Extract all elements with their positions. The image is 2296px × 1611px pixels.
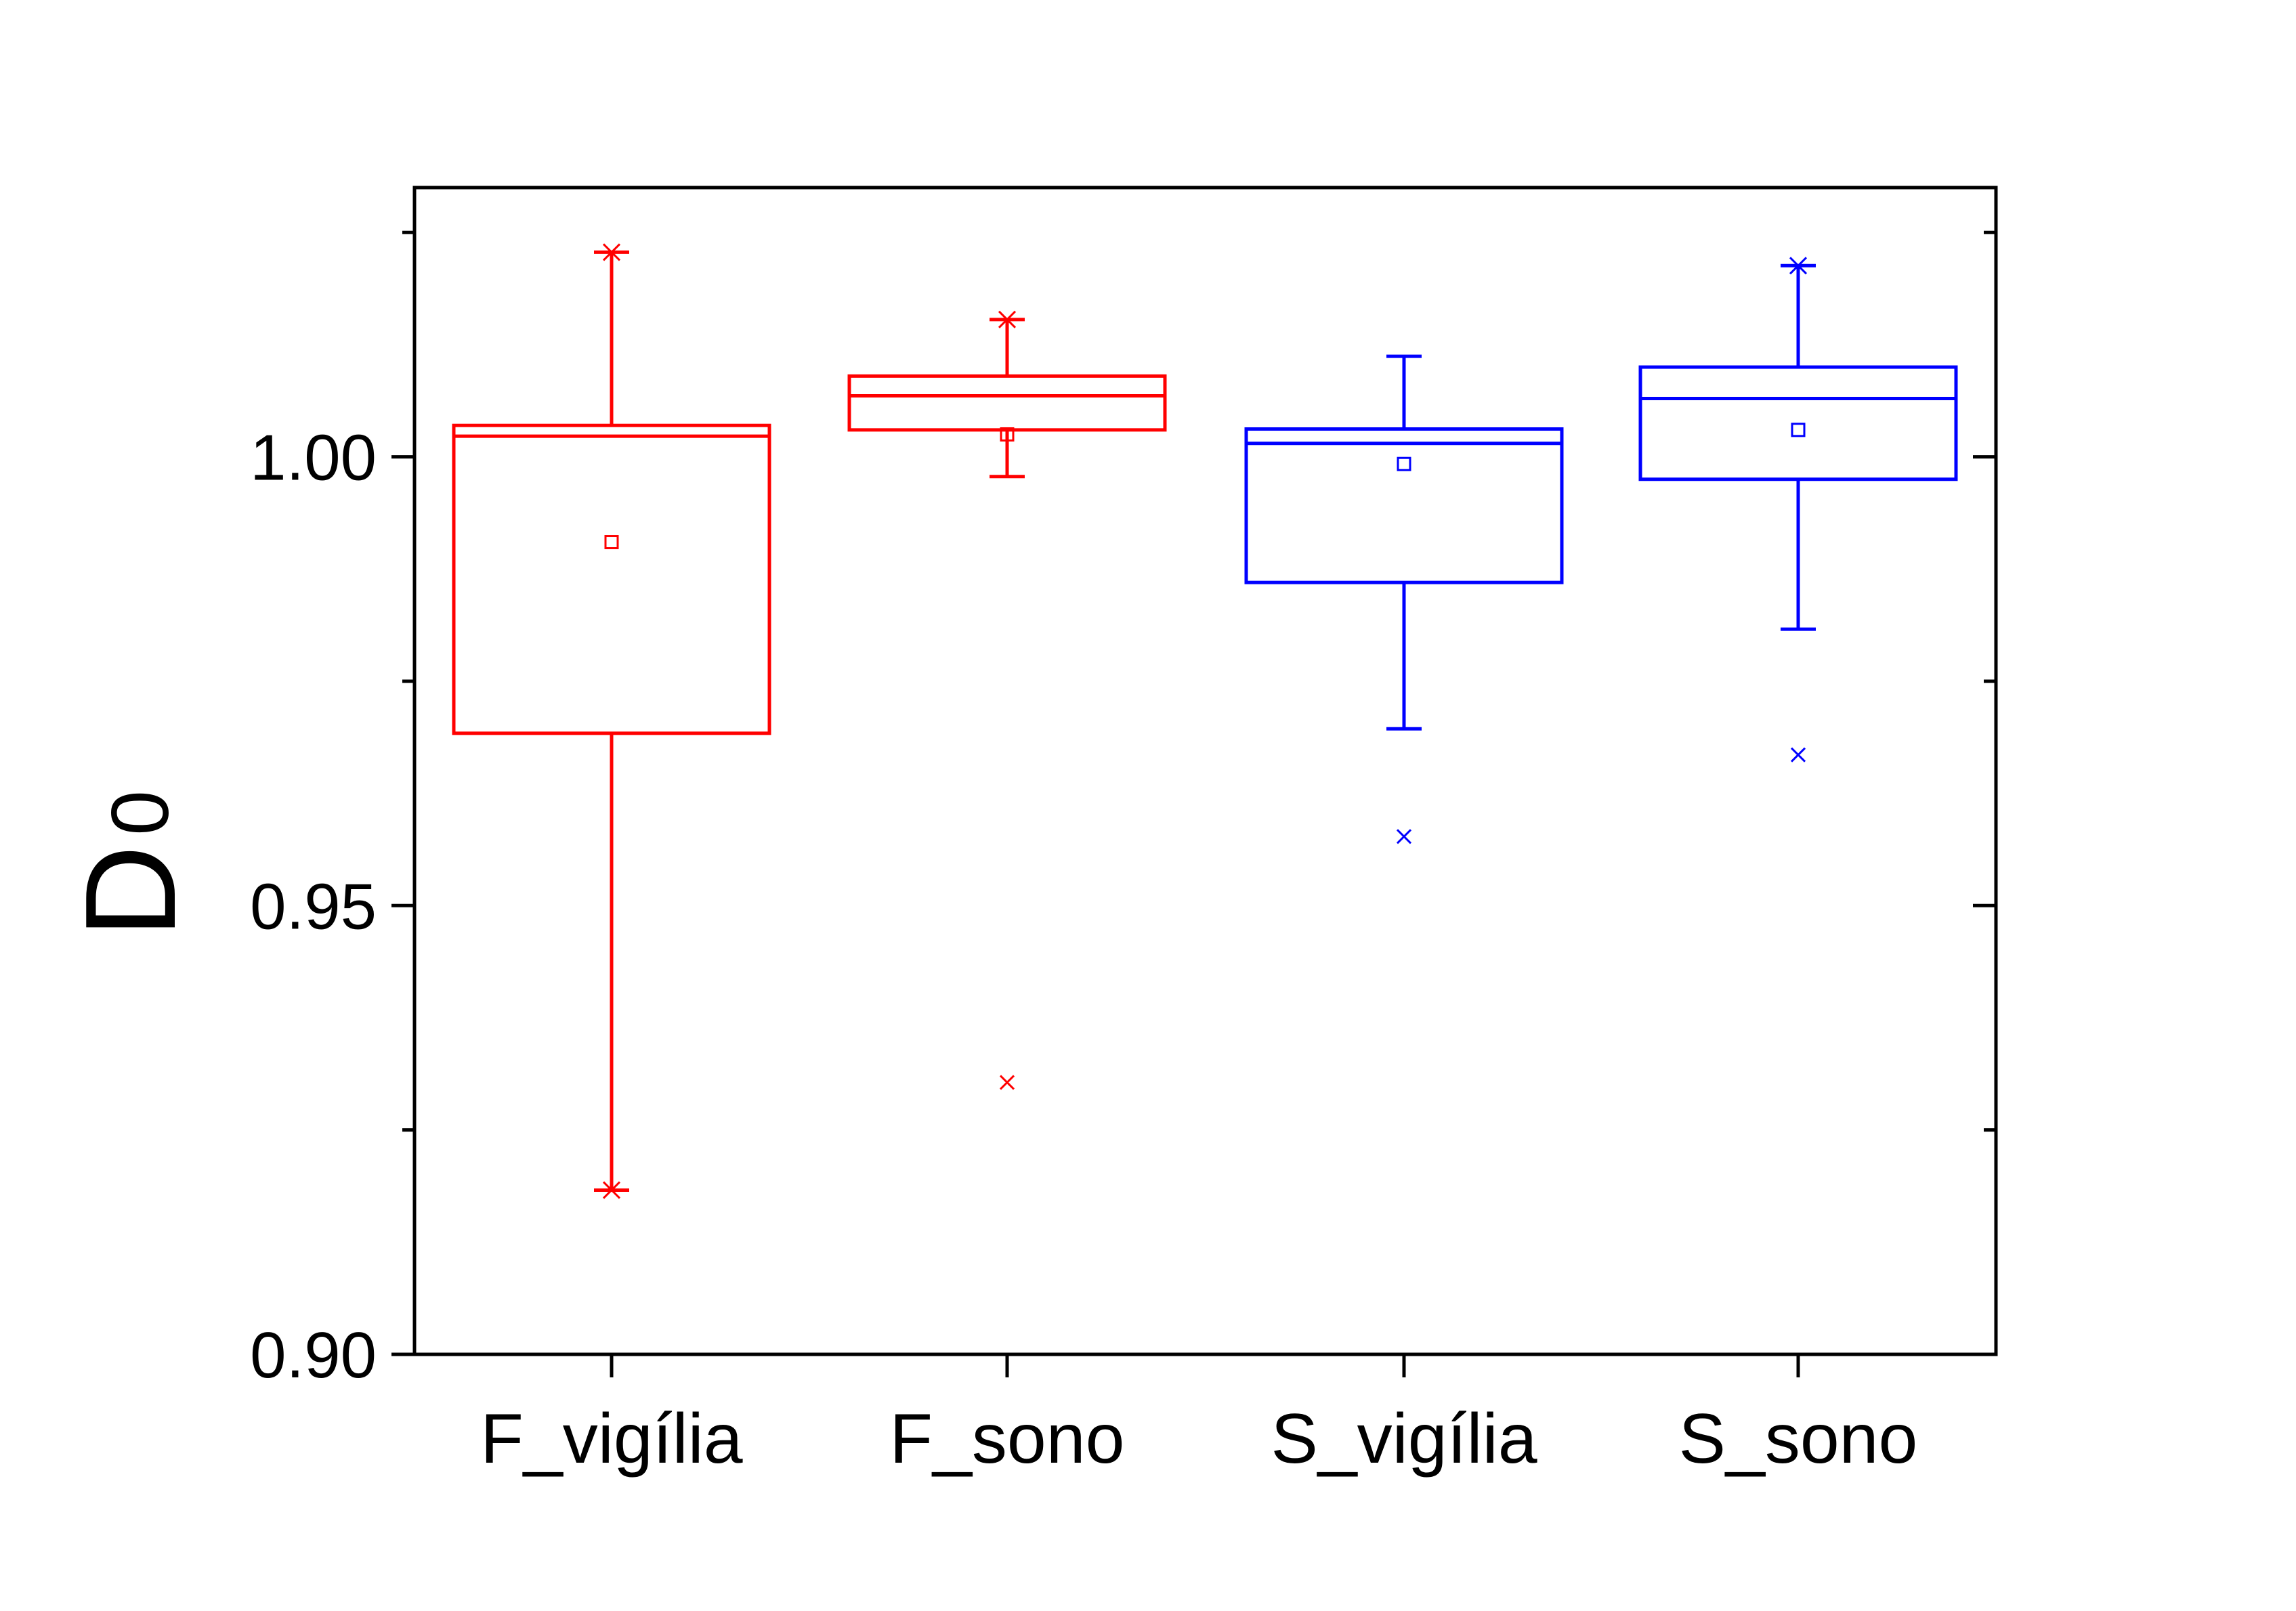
y-tick-label: 0.95: [250, 870, 377, 943]
box-group-S_sono: [1638, 257, 1958, 762]
extreme-marker-stroke: [1790, 747, 1806, 762]
extreme-marker-stroke: [1789, 257, 1808, 275]
mean-marker: [1397, 456, 1411, 471]
y-axis-ticks: [391, 230, 1996, 1377]
box-iqr: [847, 374, 1167, 432]
box-iqr: [1638, 365, 1958, 481]
extreme-marker-stroke: [602, 1181, 621, 1199]
labels-layer: 0.90 0.95 1.00 F_vigília F_sono S_vigília S_so…: [250, 422, 1917, 1478]
extreme-marker-stroke: [1396, 829, 1412, 844]
boxes-layer: [452, 243, 1958, 1199]
y-axis-label: D0: [59, 790, 203, 938]
x-category-label: F_vigília: [480, 1400, 742, 1478]
extreme-marker-stroke: [998, 310, 1017, 328]
mean-marker: [604, 535, 619, 550]
x-category-label: S_vigília: [1271, 1400, 1537, 1478]
mean-marker: [1791, 423, 1806, 437]
y-tick-label: 1.00: [250, 422, 377, 494]
box-group-S_vigília: [1244, 354, 1564, 844]
box-iqr: [452, 423, 771, 735]
x-category-label: F_sono: [890, 1400, 1125, 1478]
mean-marker: [1000, 427, 1015, 442]
box-group-F_sono: [847, 310, 1167, 1090]
y-tick-label: 0.90: [250, 1319, 377, 1392]
extreme-marker-stroke: [602, 243, 621, 261]
box-group-F_vigília: [452, 243, 771, 1199]
x-category-label: S_sono: [1679, 1400, 1918, 1478]
y-axis-label-main: D: [59, 845, 203, 938]
box-iqr: [1244, 427, 1564, 584]
y-axis-label-subscript: 0: [95, 790, 186, 836]
extreme-marker-stroke: [999, 1075, 1015, 1090]
plot-frame: [412, 186, 1998, 1356]
